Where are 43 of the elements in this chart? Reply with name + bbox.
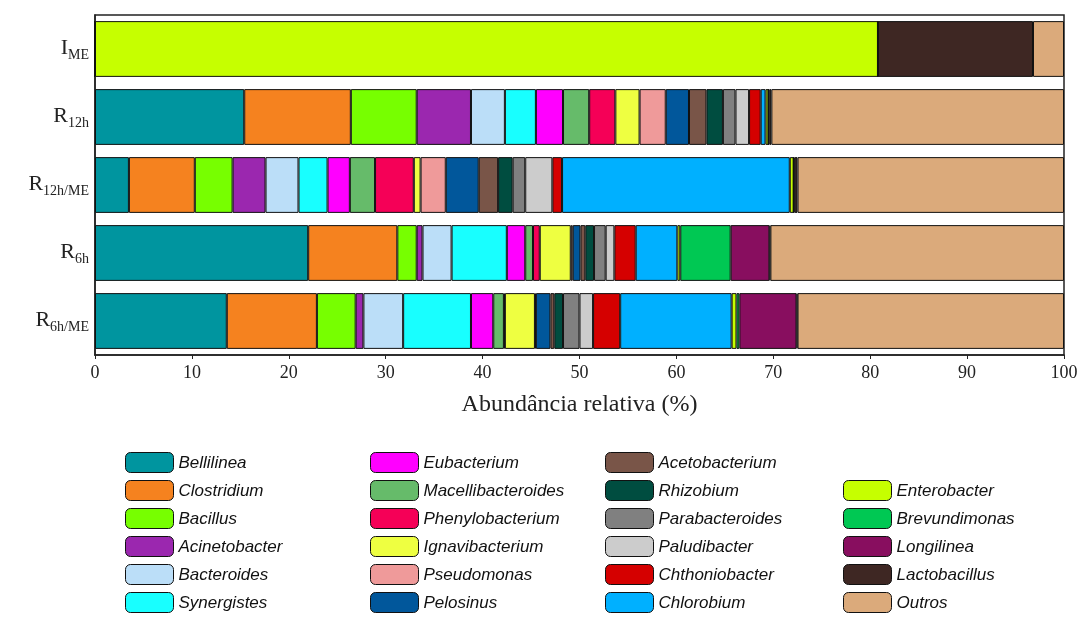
legend-label: Acinetobacter <box>177 537 284 556</box>
x-tick-label: 100 <box>1050 362 1078 382</box>
bar <box>771 89 1064 145</box>
legend-label: Longilinea <box>896 537 975 556</box>
legend-label: Phenylobacterium <box>423 509 560 528</box>
legend-label: Parabacteroides <box>658 509 783 528</box>
y-tick-label: R$_{6h}$ <box>60 237 89 269</box>
legend-label: Macellibacteroides <box>423 481 565 500</box>
x-tick-label: 10 <box>182 362 201 382</box>
legend-label: Bellilinea <box>178 453 247 472</box>
x-axis-title: Abundância relativa (%) <box>461 390 698 416</box>
x-tick-label: 50 <box>570 362 589 382</box>
legend-label: Acetobacterium <box>657 453 777 472</box>
y-tick-label: R$_{12h/ME}$ <box>28 169 89 201</box>
legend-label: Ignavibacterium <box>423 537 544 556</box>
y-tick-label: R$_{6h/ME}$ <box>35 305 89 337</box>
legend-label: Rhizobium <box>658 481 739 500</box>
legend-label: Chlorobium <box>658 593 746 612</box>
legend-label: Bacteroides <box>178 565 269 584</box>
legend-label: Pelosinus <box>423 593 498 612</box>
legend-label: Enterobacter <box>896 481 996 500</box>
legend-label: Eubacterium <box>423 453 519 472</box>
x-tick-label: 40 <box>473 362 492 382</box>
legend-label: Lactobacillus <box>896 565 996 584</box>
x-tick-label: 0 <box>90 362 100 382</box>
y-tick-label: I$_{ME}$ <box>60 33 89 65</box>
x-tick-label: 20 <box>279 362 298 382</box>
bar <box>572 225 581 281</box>
x-tick-label: 70 <box>764 362 783 382</box>
bar <box>797 157 1064 213</box>
x-tick-label: 90 <box>958 362 977 382</box>
legend-label: Brevundimonas <box>896 509 1016 528</box>
legend-label: Bacillus <box>178 509 238 528</box>
x-tick-label: 30 <box>376 362 395 382</box>
legend-label: Outros <box>896 593 949 612</box>
x-tick-label: 80 <box>861 362 880 382</box>
legend-label: Pseudomonas <box>423 565 533 584</box>
y-tick-label: R$_{12h}$ <box>53 101 89 133</box>
legend-label: Chthoniobacter <box>658 565 776 584</box>
legend-label: Paludibacter <box>658 537 755 556</box>
legend-label: Synergistes <box>178 593 268 612</box>
x-tick-label: 60 <box>667 362 686 382</box>
legend-label: Clostridium <box>178 481 264 500</box>
